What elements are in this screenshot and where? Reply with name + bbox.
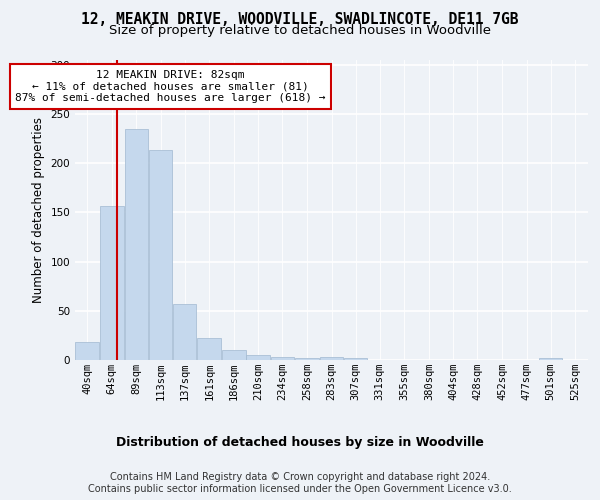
Bar xyxy=(197,338,221,360)
Bar xyxy=(173,304,196,360)
Text: Contains HM Land Registry data © Crown copyright and database right 2024.: Contains HM Land Registry data © Crown c… xyxy=(110,472,490,482)
Bar xyxy=(100,206,124,360)
Text: Distribution of detached houses by size in Woodville: Distribution of detached houses by size … xyxy=(116,436,484,449)
Bar xyxy=(320,357,343,360)
Text: Size of property relative to detached houses in Woodville: Size of property relative to detached ho… xyxy=(109,24,491,37)
Bar xyxy=(125,129,148,360)
Bar xyxy=(539,358,562,360)
Bar xyxy=(222,350,245,360)
Y-axis label: Number of detached properties: Number of detached properties xyxy=(32,117,45,303)
Bar xyxy=(76,342,99,360)
Bar xyxy=(271,357,294,360)
Bar xyxy=(247,355,270,360)
Text: 12 MEAKIN DRIVE: 82sqm
← 11% of detached houses are smaller (81)
87% of semi-det: 12 MEAKIN DRIVE: 82sqm ← 11% of detached… xyxy=(16,70,326,103)
Bar xyxy=(149,150,172,360)
Bar xyxy=(344,358,367,360)
Text: Contains public sector information licensed under the Open Government Licence v3: Contains public sector information licen… xyxy=(88,484,512,494)
Text: 12, MEAKIN DRIVE, WOODVILLE, SWADLINCOTE, DE11 7GB: 12, MEAKIN DRIVE, WOODVILLE, SWADLINCOTE… xyxy=(81,12,519,28)
Bar xyxy=(295,358,319,360)
